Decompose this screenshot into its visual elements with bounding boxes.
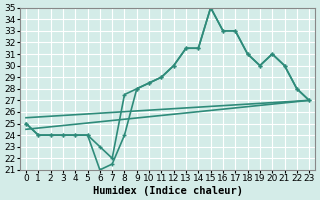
X-axis label: Humidex (Indice chaleur): Humidex (Indice chaleur) (92, 186, 243, 196)
